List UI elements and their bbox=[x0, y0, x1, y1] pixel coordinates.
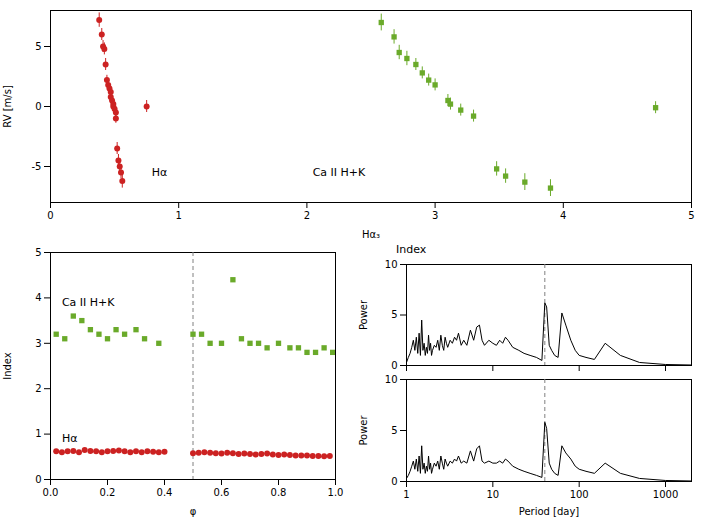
svg-text:Hα: Hα bbox=[62, 432, 78, 445]
svg-text:0: 0 bbox=[35, 474, 41, 485]
svg-text:10: 10 bbox=[385, 374, 398, 385]
svg-text:1: 1 bbox=[176, 210, 182, 221]
html-text:Index: Index bbox=[396, 243, 427, 256]
svg-text:4: 4 bbox=[35, 292, 41, 303]
svg-text:2: 2 bbox=[304, 210, 310, 221]
svg-text:5: 5 bbox=[391, 309, 397, 320]
svg-text:5: 5 bbox=[35, 247, 41, 258]
svg-text:4: 4 bbox=[560, 210, 566, 221]
svg-text:5: 5 bbox=[688, 210, 694, 221]
svg-text:10: 10 bbox=[486, 489, 499, 500]
svg-text:Ca II H+K: Ca II H+K bbox=[62, 296, 115, 309]
svg-text:0: 0 bbox=[47, 210, 53, 221]
svg-text:0: 0 bbox=[35, 101, 41, 112]
svg-text:5: 5 bbox=[35, 41, 41, 52]
svg-text:φ: φ bbox=[190, 506, 197, 517]
svg-text:0.2: 0.2 bbox=[100, 487, 116, 498]
svg-text:0: 0 bbox=[391, 476, 397, 487]
svg-text:1.0: 1.0 bbox=[328, 487, 344, 498]
svg-text:3: 3 bbox=[432, 210, 438, 221]
svg-text:1000: 1000 bbox=[653, 489, 678, 500]
svg-text:Period [day]: Period [day] bbox=[519, 506, 580, 517]
svg-text:Ca II H+K: Ca II H+K bbox=[313, 166, 366, 179]
svg-text:1: 1 bbox=[403, 489, 409, 500]
svg-text:Power: Power bbox=[358, 299, 369, 330]
svg-text:Power: Power bbox=[358, 414, 369, 445]
svg-text:0.4: 0.4 bbox=[157, 487, 173, 498]
svg-text:1: 1 bbox=[35, 428, 41, 439]
svg-text:0.8: 0.8 bbox=[271, 487, 287, 498]
svg-text:5: 5 bbox=[391, 425, 397, 436]
svg-text:100: 100 bbox=[570, 489, 589, 500]
svg-text:Hα: Hα bbox=[152, 166, 168, 179]
svg-text:0.6: 0.6 bbox=[214, 487, 230, 498]
svg-text:2: 2 bbox=[35, 383, 41, 394]
svg-text:10: 10 bbox=[385, 259, 398, 270]
svg-text:3: 3 bbox=[35, 338, 41, 349]
svg-text:0.0: 0.0 bbox=[43, 487, 59, 498]
svg-text:RV [m/s]: RV [m/s] bbox=[2, 85, 13, 128]
svg-text:Index: Index bbox=[2, 352, 13, 380]
svg-text:Hα₃: Hα₃ bbox=[362, 229, 380, 240]
svg-text:-5: -5 bbox=[32, 161, 42, 172]
svg-text:0: 0 bbox=[391, 360, 397, 371]
